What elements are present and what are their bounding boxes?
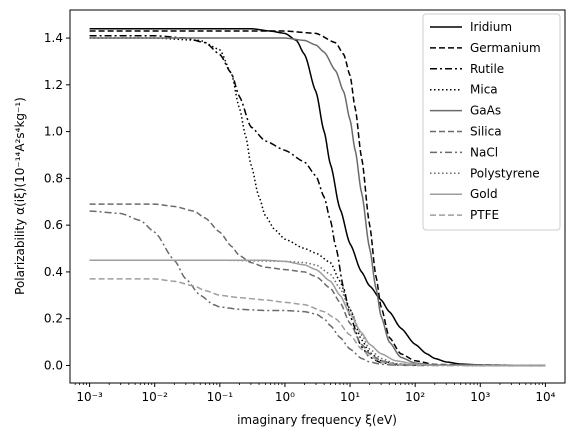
x-tick-label-5: 10² (405, 390, 425, 404)
legend-label-polystyrene: Polystyrene (470, 166, 540, 180)
legend-label-iridium: Iridium (470, 20, 512, 34)
x-tick-label-4: 10¹ (340, 390, 360, 404)
legend-label-ptfe: PTFE (470, 208, 499, 222)
y-tick-label-7: 1.4 (44, 31, 63, 45)
y-tick-label-6: 1.2 (44, 78, 63, 92)
legend-label-germanium: Germanium (470, 41, 541, 55)
x-axis-ticks: 10⁻³ 10⁻² 10⁻¹ 10⁰ 10¹ 10² 10³ 10⁴ (74, 383, 556, 404)
x-tick-label-1: 10⁻² (142, 390, 169, 404)
y-tick-label-2: 0.4 (44, 265, 63, 279)
legend-label-mica: Mica (470, 83, 498, 97)
y-tick-label-0: 0.0 (44, 358, 63, 372)
legend-label-gaas: GaAs (470, 104, 501, 118)
x-tick-label-2: 10⁻¹ (207, 390, 234, 404)
y-axis-label: Polarizability α(iξ)(10⁻¹⁴A²s⁴kg⁻¹) (13, 97, 27, 295)
series-line-silica (89, 203, 546, 367)
legend-label-rutile: Rutile (470, 62, 504, 76)
legend-box (422, 13, 561, 231)
legend-label-gold: Gold (470, 187, 498, 201)
series-line-gold (89, 259, 546, 367)
series-line-mica (89, 37, 546, 367)
x-tick-label-0: 10⁻³ (76, 390, 103, 404)
legend: Iridium Germanium Rutile Mica GaAs Silica NaCl… (422, 13, 561, 231)
series-line-ptfe (89, 278, 546, 367)
legend-items: Iridium Germanium Rutile Mica GaAs Silica NaCl… (430, 20, 541, 222)
series-layer (89, 27, 546, 367)
x-tick-label-3: 10⁰ (275, 390, 295, 404)
y-tick-label-3: 0.6 (44, 218, 63, 232)
y-tick-label-4: 0.8 (44, 171, 63, 185)
plot-frame (69, 9, 566, 384)
legend-label-nacl: NaCl (470, 145, 498, 159)
series-line-germanium (89, 30, 546, 367)
x-axis-label: imaginary frequency ξ(eV) (237, 413, 397, 427)
series-line-gaas (89, 37, 546, 367)
series-line-polystyrene (89, 259, 546, 367)
legend-label-silica: Silica (470, 125, 502, 139)
x-tick-label-7: 10⁴ (535, 390, 555, 404)
series-line-nacl (89, 210, 546, 367)
y-axis-ticks: 0.0 0.2 0.4 0.6 0.8 1.0 1.2 1.4 (44, 31, 70, 372)
y-tick-label-5: 1.0 (44, 125, 63, 139)
y-tick-label-1: 0.2 (44, 312, 63, 326)
x-tick-label-6: 10³ (470, 390, 490, 404)
